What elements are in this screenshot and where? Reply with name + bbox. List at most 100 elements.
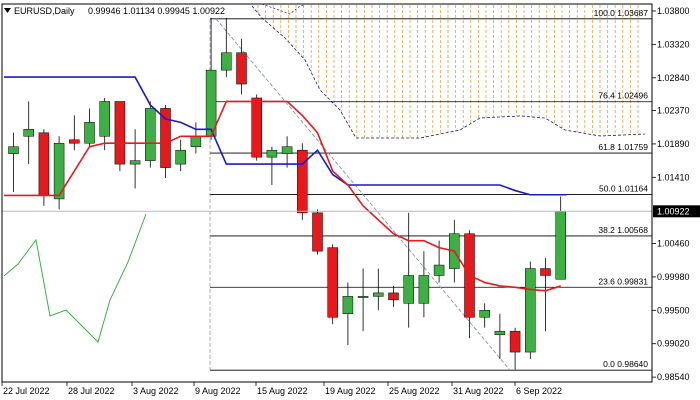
price-tick-label: 0.98540 <box>657 372 690 382</box>
candle[interactable] <box>297 143 308 220</box>
bull-candle-body <box>479 310 490 318</box>
bull-candle-body <box>266 149 278 158</box>
bull-candle-body <box>8 146 19 154</box>
candle[interactable] <box>312 209 323 255</box>
bull-candle-body <box>494 330 506 335</box>
candle[interactable] <box>327 244 338 325</box>
fib-level-label: 23.6 0.99831 <box>598 276 648 286</box>
price-tick-label: 1.02370 <box>657 106 690 116</box>
bear-candle-body <box>312 212 323 252</box>
bear-candle-body <box>297 149 308 214</box>
time-tick-label: 22 Jul 2022 <box>3 386 50 396</box>
candle[interactable] <box>8 132 19 192</box>
bull-candle-body <box>342 296 354 315</box>
candle[interactable] <box>175 139 186 172</box>
lagging-span-line <box>3 213 147 343</box>
price-tick-label: 1.03800 <box>657 6 690 16</box>
candle[interactable] <box>53 136 65 210</box>
fibonacci-levels[interactable] <box>210 18 652 371</box>
plot-border <box>1 3 653 383</box>
time-tick-label: 28 Jul 2022 <box>68 386 115 396</box>
trend-lines[interactable] <box>209 18 511 371</box>
cloud-upper-span <box>261 3 306 15</box>
fibonacci-labels: 100.0 1.03687 76.4 1.02496 61.8 1.01759 50.… <box>594 8 649 369</box>
current-price-tag <box>653 205 700 218</box>
kijun-line <box>4 76 567 196</box>
candle[interactable] <box>99 97 110 151</box>
candle[interactable] <box>509 327 521 370</box>
fib-level-label: 38.2 1.00568 <box>598 225 648 235</box>
indicator-lines <box>4 76 567 292</box>
candle[interactable] <box>160 104 171 179</box>
bull-candle-body <box>433 264 445 276</box>
bear-candle-body <box>388 292 399 301</box>
bear-candle-body <box>69 139 80 144</box>
bull-candle-body <box>145 108 156 161</box>
candle[interactable] <box>479 303 490 328</box>
time-tick-label: 19 Aug 2022 <box>325 386 376 396</box>
bull-candle-body <box>175 149 186 165</box>
candle[interactable] <box>145 101 156 168</box>
candle[interactable] <box>129 129 141 189</box>
candle[interactable] <box>251 94 262 161</box>
candle[interactable] <box>540 258 551 332</box>
fib-level-label: 50.0 1.01164 <box>599 183 648 193</box>
time-axis[interactable]: 22 Jul 2022 28 Jul 2022 3 Aug 2022 9 Aug 20… <box>1 382 562 396</box>
candle[interactable] <box>221 17 232 78</box>
price-tick-label: 1.03320 <box>657 39 690 49</box>
candle[interactable] <box>403 212 414 328</box>
bear-candle-body <box>160 108 171 168</box>
price-axis[interactable]: 1.03800 1.03320 1.02840 1.02370 1.01890 1.014… <box>652 6 700 382</box>
candle[interactable] <box>236 38 247 95</box>
candle[interactable] <box>114 101 126 172</box>
bear-candle-body <box>38 132 50 196</box>
candle[interactable] <box>38 129 50 206</box>
bear-candle-body <box>509 330 521 353</box>
bull-candle-body <box>525 268 536 353</box>
bull-candle-body <box>373 292 384 297</box>
time-tick-label: 15 Aug 2022 <box>257 386 308 396</box>
candle[interactable] <box>84 108 95 147</box>
bull-candle-body <box>357 296 369 298</box>
bull-candle-body <box>84 122 95 144</box>
bull-candle-body <box>99 101 110 137</box>
price-tick-label: 0.99500 <box>657 305 690 315</box>
fib-level-label: 61.8 1.01759 <box>598 142 648 152</box>
time-tick-label: 6 Sep 2022 <box>516 386 562 396</box>
bear-candle-body <box>114 101 126 165</box>
time-tick-label: 9 Aug 2022 <box>195 386 241 396</box>
bull-candle-body <box>555 211 566 280</box>
candle[interactable] <box>69 115 80 151</box>
bull-candle-body <box>53 142 65 200</box>
candle[interactable] <box>373 268 384 311</box>
candle[interactable] <box>357 268 369 332</box>
chart-header: EURUSD,Daily 0.99946 1.01134 0.99945 1.0… <box>4 6 225 16</box>
bear-candle-body <box>540 268 551 276</box>
candle[interactable] <box>388 285 399 307</box>
candle[interactable] <box>418 251 430 318</box>
fib-level-label: 100.0 1.03687 <box>594 8 649 18</box>
price-tick-label: 1.01890 <box>657 139 690 149</box>
ohlc-readout: 0.99946 1.01134 0.99945 1.00922 <box>88 6 225 16</box>
candle[interactable] <box>342 282 354 346</box>
fib-trend-line[interactable] <box>215 18 511 371</box>
fib-level-label: 0.0 0.98640 <box>603 359 648 369</box>
bear-candle-body <box>251 97 262 158</box>
candle[interactable] <box>281 136 293 168</box>
bull-candle-body <box>190 136 202 147</box>
cloud-lower-span <box>251 5 646 139</box>
candle[interactable] <box>266 146 278 185</box>
tenkan-line <box>4 100 561 292</box>
candle[interactable] <box>494 313 506 360</box>
candle[interactable] <box>23 101 34 165</box>
candle[interactable] <box>525 261 536 360</box>
time-tick-label: 31 Aug 2022 <box>453 386 504 396</box>
bull-candle-body <box>281 146 293 154</box>
ichimoku-cloud <box>251 3 646 139</box>
bull-candle-body <box>403 275 414 304</box>
time-tick-label: 25 Aug 2022 <box>389 386 440 396</box>
symbol-dropdown-icon[interactable] <box>4 8 11 13</box>
bull-candle-body <box>221 52 232 71</box>
